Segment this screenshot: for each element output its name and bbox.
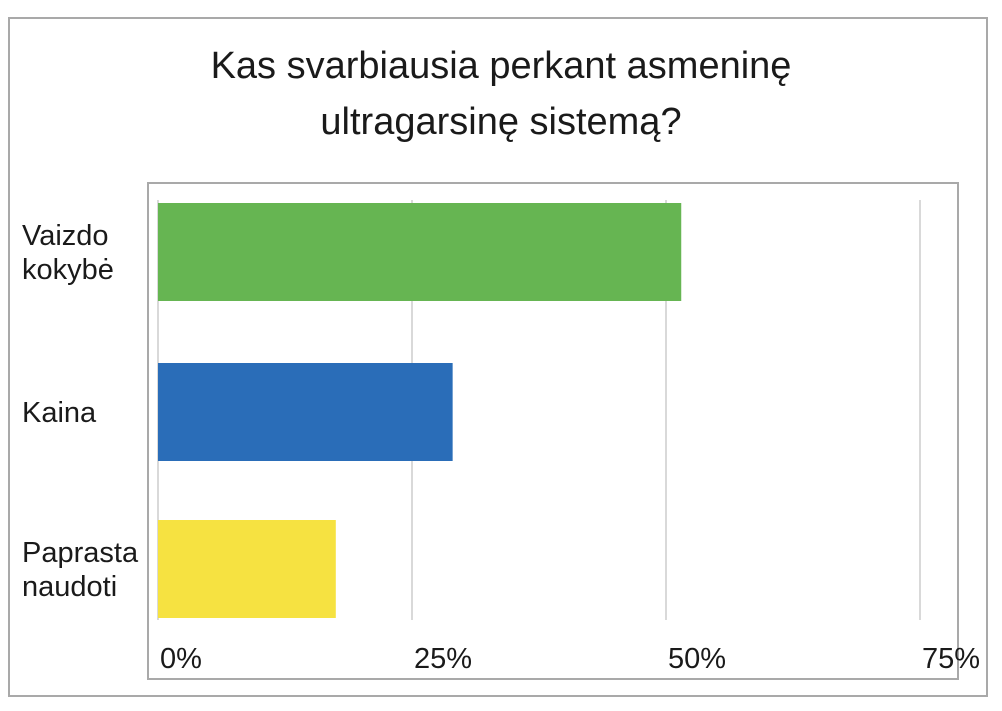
- category-label-0-line-1: kokybė: [22, 254, 114, 286]
- category-label-2-line-1: naudoti: [22, 571, 117, 603]
- plot-area-border: [147, 182, 959, 680]
- category-label-1: Kaina: [22, 397, 97, 429]
- category-label-1-line-0: Kaina: [22, 397, 97, 429]
- chart-title: Kas svarbiausia perkant asmeninę ultraga…: [0, 38, 1002, 150]
- chart-title-line-2: ultragarsinę sistemą?: [320, 101, 682, 143]
- category-label-0: Vaizdo kokybė: [22, 220, 114, 286]
- chart-title-line-1: Kas svarbiausia perkant asmeninę: [210, 45, 792, 87]
- x-tick-label-0: 0%: [160, 643, 202, 675]
- x-tick-label-1: 25%: [414, 643, 472, 675]
- category-label-2-line-0: Paprasta: [22, 537, 139, 569]
- bar-0: [158, 203, 682, 301]
- x-tick-label-2: 50%: [668, 643, 726, 675]
- category-label-0-line-0: Vaizdo: [22, 220, 109, 252]
- category-label-2: Paprasta naudoti: [22, 537, 139, 603]
- bar-2: [158, 520, 336, 618]
- bar-1: [158, 363, 453, 461]
- x-tick-label-3: 75%: [922, 643, 980, 675]
